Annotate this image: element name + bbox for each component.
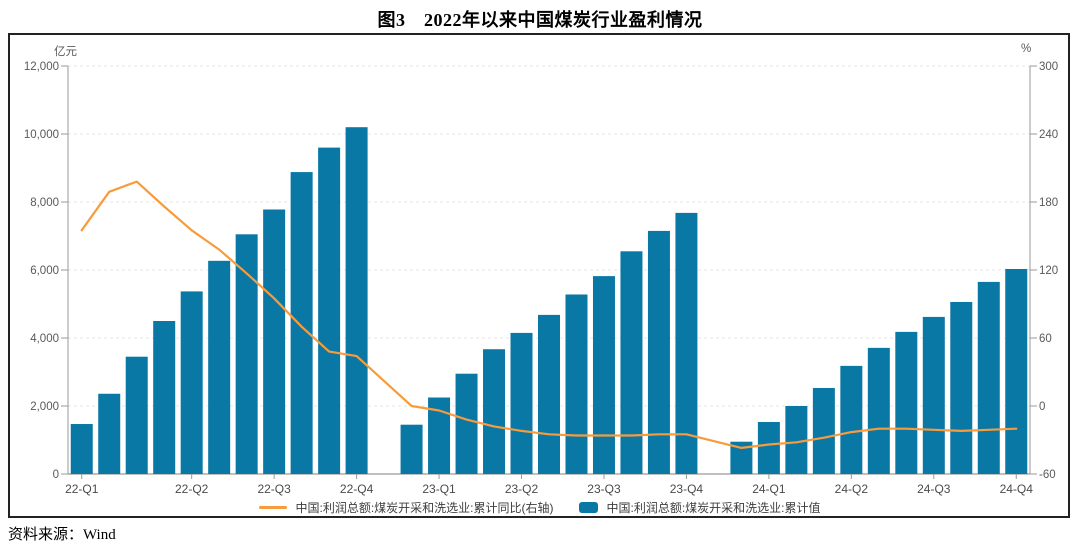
legend-item-yoy-line: 中国:利润总额:煤炭开采和洗选业:累计同比(右轴) [259, 499, 553, 516]
chart-frame [8, 33, 1070, 518]
legend-item-profit-bar: 中国:利润总额:煤炭开采和洗选业:累计值 [579, 499, 821, 516]
chart-title: 图3 2022年以来中国煤炭行业盈利情况 [377, 10, 703, 30]
legend: 中国:利润总额:煤炭开采和洗选业:累计同比(右轴) 中国:利润总额:煤炭开采和洗… [0, 499, 1080, 516]
legend-label-yoy: 中国:利润总额:煤炭开采和洗选业:累计同比(右轴) [295, 501, 554, 515]
right-axis-unit: % [1021, 43, 1032, 55]
legend-label-profit: 中国:利润总额:煤炭开采和洗选业:累计值 [606, 501, 821, 515]
bar-series-swatch-icon [579, 502, 599, 513]
source-note: 资料来源：Wind [8, 527, 116, 543]
line-series-swatch-icon [259, 506, 288, 509]
left-axis-unit: 亿元 [54, 46, 77, 58]
